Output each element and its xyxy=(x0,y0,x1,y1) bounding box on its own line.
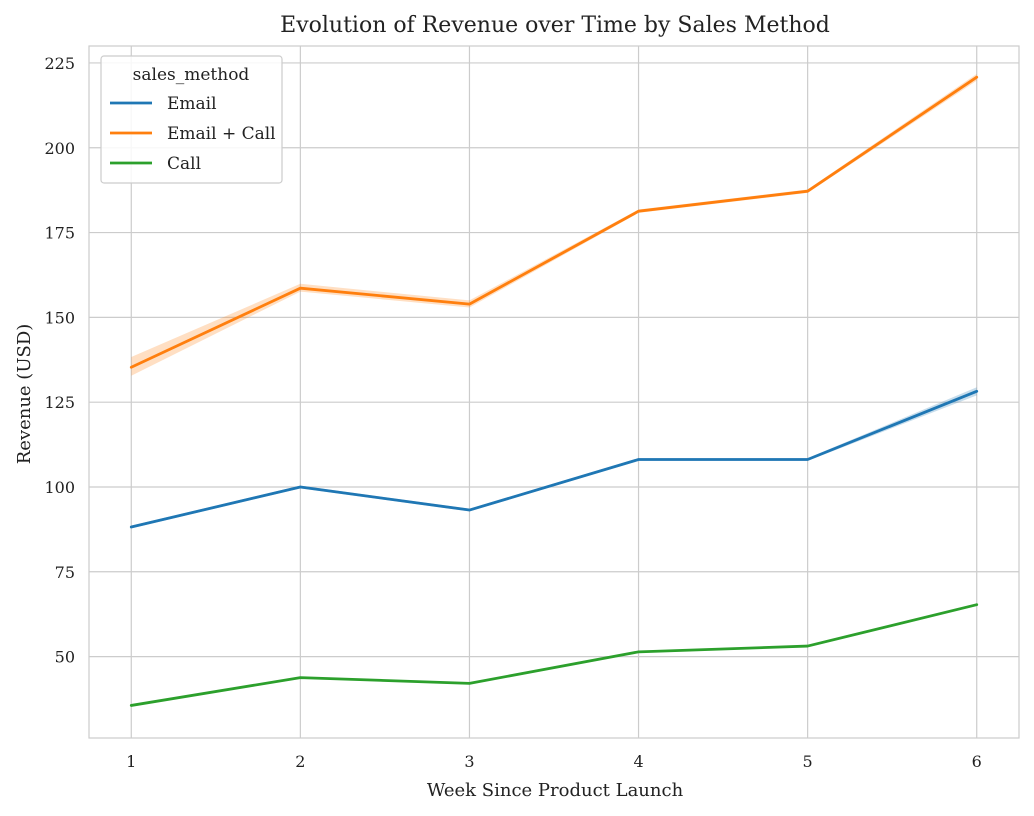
confidence-band-call xyxy=(131,603,977,707)
series-lines xyxy=(129,75,979,707)
legend-entry-label: Email xyxy=(167,94,217,114)
legend-items: Email Email + Call Call xyxy=(110,94,276,174)
x-tick-label: 2 xyxy=(295,752,305,771)
tick-labels: 1 2 3 4 5 6 50 75 100 125 150 175 200 225 xyxy=(44,54,981,771)
legend-box xyxy=(100,55,283,184)
y-axis-label: Revenue (USD) xyxy=(14,324,35,465)
y-tick-label: 200 xyxy=(44,139,75,158)
x-tick-label: 6 xyxy=(972,752,982,771)
legend: sales_method Email Email + Call Call xyxy=(100,55,283,184)
y-tick-label: 175 xyxy=(44,224,75,243)
legend-entry-label: Email + Call xyxy=(167,124,276,144)
legend-title: sales_method xyxy=(133,65,250,85)
y-tick-label: 100 xyxy=(44,478,75,497)
chart-title: Evolution of Revenue over Time by Sales … xyxy=(280,13,830,38)
x-tick-label: 5 xyxy=(803,752,813,771)
y-tick-label: 125 xyxy=(44,393,75,412)
plot-frame xyxy=(88,45,1020,739)
y-tick-label: 50 xyxy=(55,648,75,667)
series-line-email xyxy=(129,389,979,529)
series-line-call xyxy=(129,603,979,707)
x-tick-label: 1 xyxy=(126,752,136,771)
x-tick-label: 4 xyxy=(633,752,643,771)
legend-entry-label: Call xyxy=(167,154,201,174)
x-tick-label: 3 xyxy=(464,752,474,771)
y-tick-label: 150 xyxy=(44,308,75,327)
confidence-band-email xyxy=(131,387,977,529)
y-tick-label: 225 xyxy=(44,54,75,73)
y-tick-label: 75 xyxy=(55,563,75,582)
series-line-email-call xyxy=(129,75,979,369)
x-axis-label: Week Since Product Launch xyxy=(427,780,684,801)
